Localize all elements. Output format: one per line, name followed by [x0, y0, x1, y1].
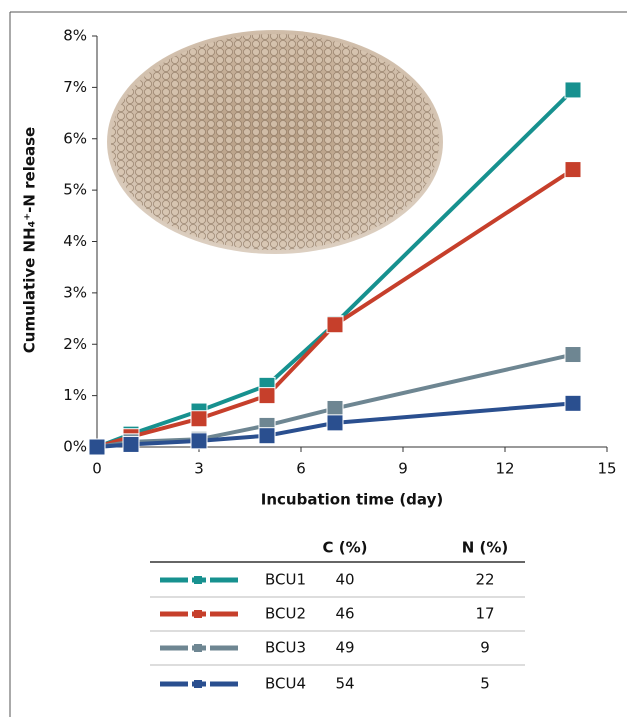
- marker: [327, 415, 343, 431]
- table-cell: 5: [480, 675, 490, 693]
- table-cell: 54: [335, 675, 354, 693]
- x-tick-label: 3: [194, 460, 204, 478]
- x-tick-label: 0: [92, 460, 102, 478]
- legend-label: BCU4: [265, 675, 306, 693]
- table-header: C (%): [323, 539, 368, 557]
- y-tick-label: 3%: [63, 283, 87, 301]
- table-cell: 49: [335, 639, 354, 657]
- y-tick-label: 1%: [63, 386, 87, 404]
- y-tick-label: 6%: [63, 129, 87, 147]
- legend-label: BCU2: [265, 605, 306, 623]
- marker: [565, 395, 581, 411]
- marker: [565, 347, 581, 363]
- marker: [191, 433, 207, 449]
- y-axis-title: Cumulative NH₄⁺-N release: [21, 127, 39, 353]
- table-cell: 46: [335, 605, 354, 623]
- legend-marker: [194, 576, 202, 584]
- table-cell: 22: [475, 571, 494, 589]
- y-tick-label: 8%: [63, 27, 87, 45]
- marker: [327, 317, 343, 333]
- marker: [565, 82, 581, 98]
- legend-marker: [194, 644, 202, 652]
- table-cell: 9: [480, 639, 490, 657]
- x-tick-label: 15: [597, 460, 616, 478]
- marker: [123, 436, 139, 452]
- marker: [565, 162, 581, 178]
- y-tick-label: 5%: [63, 181, 87, 199]
- marker: [259, 428, 275, 444]
- legend-label: BCU1: [265, 571, 306, 589]
- x-tick-label: 9: [398, 460, 408, 478]
- legend-label: BCU3: [265, 639, 306, 657]
- legend-marker: [194, 610, 202, 618]
- photo-pellets: [111, 34, 439, 250]
- legend-marker: [194, 680, 202, 688]
- granule-photo: [107, 30, 443, 254]
- y-tick-label: 7%: [63, 78, 87, 96]
- x-axis-title: Incubation time (day): [261, 491, 443, 509]
- table-header: N (%): [462, 539, 509, 557]
- y-tick-label: 0%: [63, 438, 87, 456]
- chart: Cumulative NH₄⁺-N release Incubation tim…: [0, 0, 627, 717]
- marker: [191, 411, 207, 427]
- table-cell: 17: [475, 605, 494, 623]
- y-tick-label: 2%: [63, 335, 87, 353]
- marker: [327, 400, 343, 416]
- y-tick-label: 4%: [63, 232, 87, 250]
- x-tick-label: 12: [495, 460, 514, 478]
- marker: [259, 388, 275, 404]
- x-tick-label: 6: [296, 460, 306, 478]
- table-cell: 40: [335, 571, 354, 589]
- marker: [89, 439, 105, 455]
